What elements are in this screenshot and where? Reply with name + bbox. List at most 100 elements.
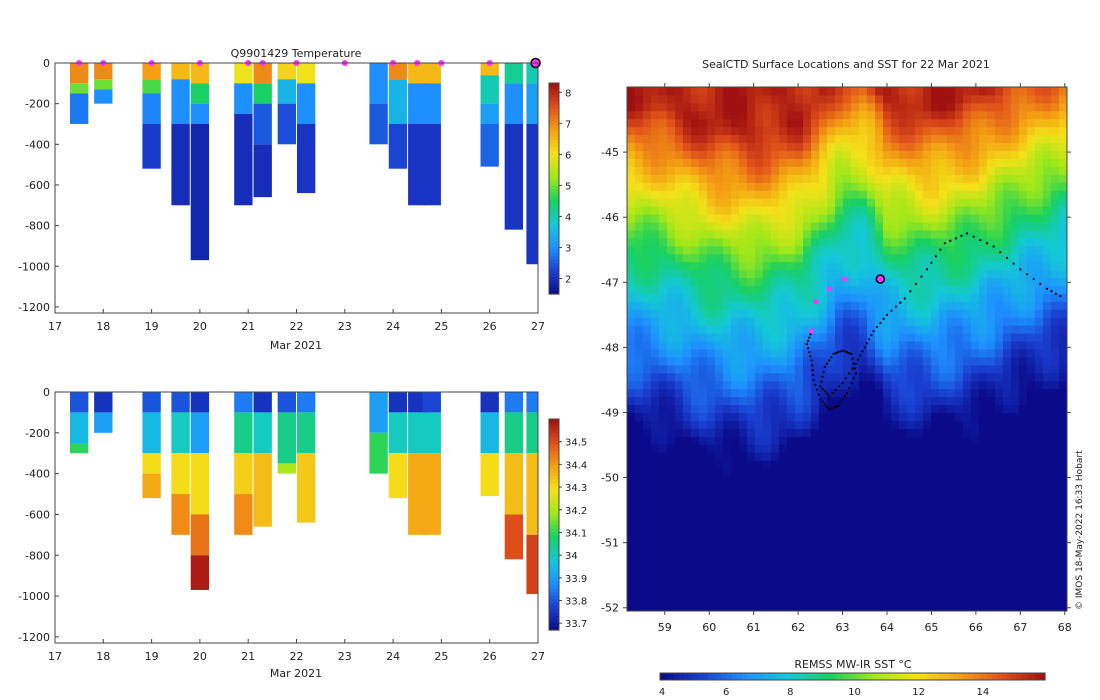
temperature-colorbar-segment: [549, 199, 559, 204]
sst-cell: [995, 563, 1004, 572]
sst-cell: [867, 499, 876, 509]
sst-cell: [787, 229, 796, 239]
sst-cell: [787, 571, 796, 580]
sst-cell: [955, 547, 964, 556]
sst-cell: [1043, 237, 1052, 247]
sst-cell: [987, 206, 996, 215]
track-point: [1005, 256, 1009, 259]
sst-cell: [1027, 571, 1036, 580]
sst-cell: [635, 404, 644, 414]
sst-cell: [971, 555, 980, 564]
temperature-colorbar-segment: [549, 244, 559, 249]
sst-cell: [899, 333, 908, 342]
sst-cell: [787, 356, 796, 366]
salinity-colorbar-segment: [549, 577, 559, 582]
sst-cell: [859, 206, 868, 215]
sst-cell: [851, 515, 860, 525]
sst-cell: [819, 563, 828, 572]
sst-cell: [971, 412, 980, 421]
sst-cell: [971, 333, 980, 342]
sst-cell: [835, 483, 844, 493]
sst-cell: [699, 134, 708, 144]
sst-cell: [1035, 483, 1044, 493]
sst-colorbar-segment: [1001, 673, 1008, 680]
track-point: [863, 346, 866, 349]
sst-cell: [811, 364, 820, 374]
sst-cell: [651, 515, 660, 525]
sst-cell: [627, 452, 636, 461]
sst-cell: [963, 555, 972, 564]
sst-cell: [851, 468, 860, 477]
sst-cell: [739, 269, 748, 279]
salinity-x-tick-label: 22: [290, 650, 304, 663]
sst-cell: [819, 325, 828, 334]
sst-cell: [819, 356, 828, 366]
sst-cell: [835, 269, 844, 279]
sst-cell: [635, 587, 644, 596]
sst-cell: [691, 221, 700, 231]
temperature-colorbar-segment: [549, 90, 559, 95]
sst-cell: [763, 555, 772, 564]
sst-cell: [739, 563, 748, 572]
sst-cell: [755, 515, 764, 525]
sst-cell: [811, 587, 820, 596]
sst-cell: [811, 523, 820, 533]
sst-cell: [779, 182, 788, 191]
salinity-colorbar-segment: [549, 506, 559, 512]
sst-cell: [875, 341, 884, 350]
sst-cell: [795, 372, 804, 382]
sst-colorbar-segment: [789, 673, 796, 680]
sst-cell: [1019, 317, 1028, 326]
sst-cell: [691, 483, 700, 493]
sst-cell: [1003, 293, 1012, 302]
sst-cell: [1019, 206, 1028, 215]
sst-cell: [827, 396, 836, 406]
sst-cell: [1019, 309, 1028, 318]
sst-cell: [803, 190, 812, 199]
sst-cell: [699, 150, 708, 159]
sst-cell: [667, 412, 676, 421]
sst-cell: [627, 237, 636, 247]
sst-cell: [915, 468, 924, 477]
sst-cell: [1051, 404, 1060, 414]
sst-cell: [835, 388, 844, 398]
sst-cell: [931, 420, 940, 429]
sst-cell: [707, 221, 716, 231]
sst-cell: [947, 293, 956, 302]
sst-cell: [867, 150, 876, 159]
sst-cell: [899, 499, 908, 509]
sst-cell: [731, 428, 740, 437]
sst-cell: [755, 531, 764, 541]
sst-cell: [835, 261, 844, 271]
sst-cell: [971, 221, 980, 231]
temperature-profile-cell: [234, 113, 253, 206]
track-point: [838, 385, 841, 388]
sst-cell: [819, 595, 828, 604]
sst-cell: [955, 420, 964, 429]
sst-cell: [731, 341, 740, 350]
sst-cell: [675, 221, 684, 231]
sst-cell: [867, 468, 876, 477]
sst-cell: [987, 198, 996, 207]
sst-cell: [635, 325, 644, 334]
sst-cell: [1003, 134, 1012, 144]
sst-cell: [739, 483, 748, 493]
sst-cell: [771, 547, 780, 556]
sst-cell: [691, 595, 700, 604]
sst-cell: [1035, 436, 1044, 445]
salinity-profile-cell: [142, 392, 161, 413]
sst-cell: [1003, 476, 1012, 485]
sst-cell: [979, 126, 988, 136]
sst-cell: [947, 110, 956, 120]
salinity-profile-cell: [504, 453, 524, 515]
sst-cell: [1011, 404, 1020, 414]
sst-cell: [779, 364, 788, 374]
sst-cell: [1027, 555, 1036, 564]
temperature-x-tick-label: 25: [434, 320, 448, 333]
sst-cell: [907, 166, 916, 175]
sst-cell: [667, 221, 676, 231]
sst-cell: [787, 531, 796, 541]
sst-cell: [851, 499, 860, 509]
sst-cell: [819, 102, 828, 112]
sst-cell: [723, 134, 732, 144]
